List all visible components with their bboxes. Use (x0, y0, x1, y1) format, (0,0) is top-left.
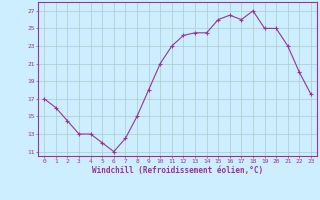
X-axis label: Windchill (Refroidissement éolien,°C): Windchill (Refroidissement éolien,°C) (92, 166, 263, 175)
